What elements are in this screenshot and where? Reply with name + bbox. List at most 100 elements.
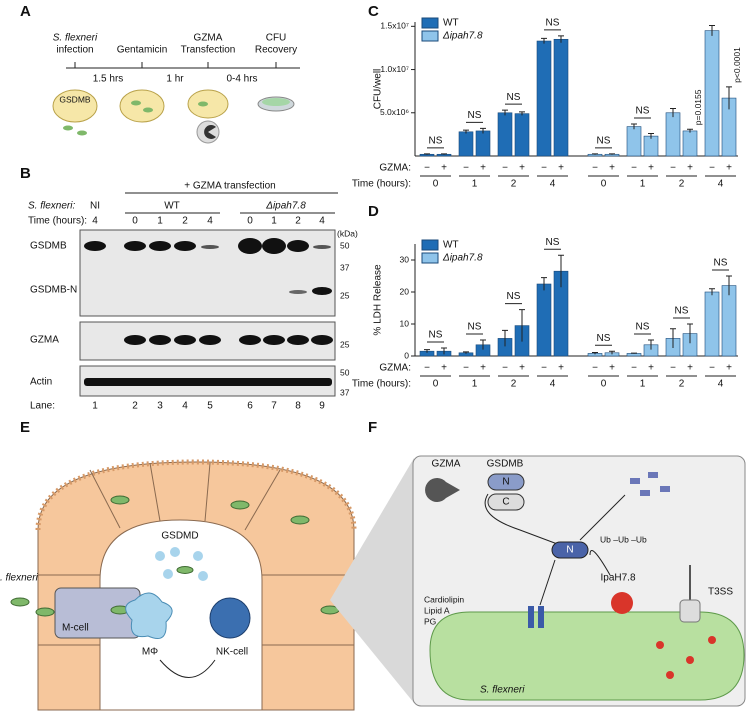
bar: [721, 285, 737, 357]
ipah-icon: [611, 592, 633, 614]
arrow: [159, 659, 216, 678]
lane: 5: [207, 401, 213, 412]
error-bar: [609, 153, 615, 155]
significance: NS: [468, 110, 482, 121]
macrophage: [125, 592, 173, 639]
x-tick-label: −: [463, 363, 469, 374]
error-bar: [519, 111, 525, 116]
significance: NS: [468, 322, 482, 333]
x-tick-label: +: [609, 363, 615, 374]
bar: [682, 130, 698, 157]
band: [201, 245, 219, 249]
band: [124, 335, 146, 345]
error-bar: [502, 109, 508, 116]
legend-label: Δipah7.8: [442, 31, 483, 42]
bacterium: [110, 495, 130, 505]
step: Transfection: [181, 45, 236, 56]
x-tick-label: +: [519, 163, 525, 174]
row-label: Time (hours):: [28, 216, 87, 227]
label: GSDMD: [161, 531, 198, 542]
time-label: 0: [601, 379, 607, 390]
arrow: [589, 550, 611, 576]
bar: [497, 112, 513, 157]
marker: 37: [340, 262, 350, 272]
row-label: Time (hours):: [352, 179, 411, 190]
row-label: Time (hours):: [352, 379, 411, 390]
lamina-propria: [99, 519, 263, 711]
effector: [686, 656, 694, 664]
row-label: S. flexneri:: [28, 201, 75, 212]
error-bar: [687, 323, 693, 344]
x-tick-label: +: [687, 363, 693, 374]
effector: [708, 636, 716, 644]
bacterium: [176, 566, 194, 574]
time: 2: [182, 216, 188, 227]
duration: 1.5 hrs: [93, 74, 124, 85]
significance: NS: [429, 135, 443, 146]
step: S. flexneri: [53, 33, 98, 44]
error-bar: [480, 339, 486, 350]
x-tick-label: +: [609, 163, 615, 174]
fragment: [193, 551, 203, 561]
error-bar: [519, 309, 525, 342]
bacterium: [290, 515, 310, 525]
error-bar: [541, 37, 547, 44]
y-axis-label: CFU/well: [373, 69, 384, 110]
time-label: 1: [640, 179, 646, 190]
error-bar: [687, 128, 693, 133]
colonies: [262, 98, 290, 106]
time: 4: [319, 216, 325, 227]
lane: 8: [295, 401, 301, 412]
zoom-wedge: [330, 458, 414, 703]
x-tick-label: −: [670, 163, 676, 174]
error-bar: [502, 329, 508, 347]
cell: [52, 89, 98, 123]
step: Gentamicin: [117, 45, 168, 56]
y-tick-label: 1.0x10⁷: [380, 64, 409, 74]
panel-f: GZMA GSDMB N C N Ub –Ub –Ub IpaH7.8 Card…: [330, 455, 746, 707]
panel-label: D: [368, 203, 379, 220]
label: IpaH7.8: [600, 573, 635, 584]
y-tick-label: 20: [400, 286, 410, 296]
x-tick-label: −: [592, 163, 598, 174]
time-label: 2: [511, 179, 517, 190]
bar: [553, 38, 569, 157]
time-label: 0: [433, 179, 439, 190]
step: infection: [56, 45, 93, 56]
error-bar: [609, 350, 615, 355]
label: T3SS: [708, 587, 733, 598]
band: [84, 241, 106, 251]
band: [239, 335, 261, 345]
x-tick-label: +: [441, 363, 447, 374]
time-label: 1: [640, 379, 646, 390]
time-label: 4: [718, 179, 724, 190]
band-label: GSDMB: [30, 241, 67, 252]
panel-e: M-cell . flexneri GSDMD MΦ NK-cell: [0, 459, 357, 711]
x-tick-label: +: [480, 163, 486, 174]
time: 2: [295, 216, 301, 227]
legend-label: Δipah7.8: [442, 253, 483, 264]
label: C: [502, 497, 509, 508]
step: CFU: [266, 33, 287, 44]
cell-borders: [38, 462, 354, 646]
error-bar: [441, 153, 447, 155]
label: NK-cell: [216, 647, 248, 658]
marker: 50: [340, 240, 350, 250]
time: 4: [207, 216, 213, 227]
error-bar: [709, 24, 715, 36]
effector: [656, 641, 664, 649]
error-bar: [441, 347, 447, 355]
time-label: 2: [511, 379, 517, 390]
error-bar: [670, 107, 676, 118]
header: + GZMA transfection: [184, 181, 275, 192]
error-bar: [463, 129, 469, 134]
band: [311, 335, 333, 345]
bar: [536, 40, 552, 157]
cell-border: [149, 462, 161, 522]
band-label: Actin: [30, 377, 52, 388]
time-label: 4: [718, 379, 724, 390]
label: Cardiolipin: [424, 594, 464, 604]
bar: [626, 126, 642, 157]
x-tick-label: +: [558, 163, 564, 174]
y-tick-label: 30: [400, 254, 410, 264]
